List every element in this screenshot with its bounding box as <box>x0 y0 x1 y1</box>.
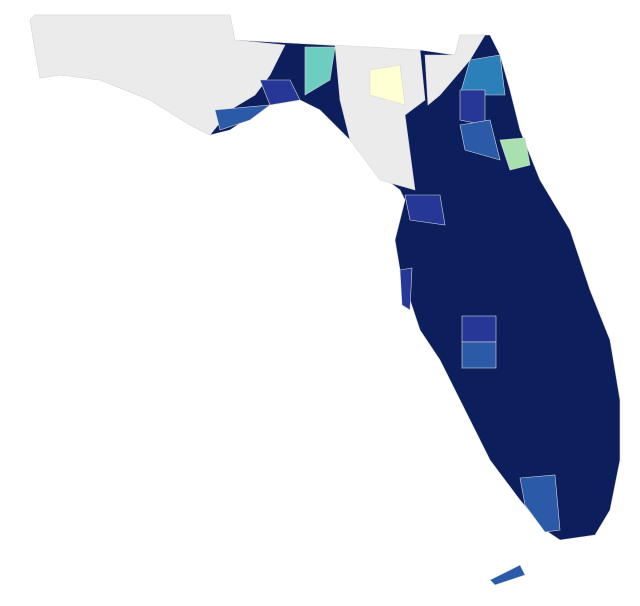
county-region <box>519 474 561 533</box>
county-region <box>459 54 506 96</box>
county-region <box>399 267 413 311</box>
county-region <box>461 315 497 343</box>
county-region <box>369 64 406 106</box>
county-region <box>461 341 497 369</box>
state-region <box>29 14 621 541</box>
county-region <box>459 119 501 161</box>
county-region <box>334 44 426 191</box>
county-region <box>459 89 486 126</box>
county-region <box>29 14 286 136</box>
county-region <box>259 79 301 106</box>
county-region <box>304 46 336 96</box>
county-region <box>489 564 526 586</box>
county-region <box>214 104 272 131</box>
county-region <box>499 137 531 171</box>
county-region <box>404 194 446 226</box>
county-region <box>424 34 486 106</box>
